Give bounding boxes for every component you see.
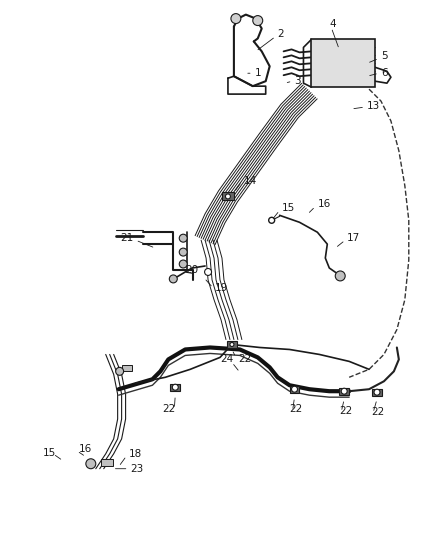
Circle shape	[341, 388, 347, 394]
Text: 17: 17	[347, 233, 360, 243]
Text: 22: 22	[162, 404, 176, 414]
Circle shape	[230, 343, 234, 346]
FancyBboxPatch shape	[222, 192, 234, 200]
Text: 22: 22	[290, 404, 303, 414]
Circle shape	[231, 14, 241, 23]
Circle shape	[205, 269, 212, 276]
Text: 22: 22	[238, 354, 251, 365]
Text: 22: 22	[371, 407, 384, 417]
Text: 6: 6	[381, 68, 388, 78]
Text: 18: 18	[129, 449, 142, 459]
Text: 15: 15	[43, 448, 57, 458]
Text: 24: 24	[220, 354, 233, 365]
Circle shape	[374, 389, 380, 395]
Text: 2: 2	[278, 29, 284, 39]
Circle shape	[179, 260, 187, 268]
Text: 4: 4	[329, 19, 336, 29]
Circle shape	[179, 234, 187, 242]
Text: 22: 22	[339, 406, 353, 416]
Circle shape	[292, 386, 297, 392]
Circle shape	[268, 217, 275, 223]
FancyBboxPatch shape	[311, 39, 375, 87]
FancyBboxPatch shape	[101, 459, 113, 466]
Circle shape	[253, 15, 263, 26]
Circle shape	[170, 275, 177, 283]
FancyBboxPatch shape	[170, 384, 180, 391]
FancyBboxPatch shape	[227, 341, 237, 348]
Text: 23: 23	[131, 464, 144, 474]
Text: 21: 21	[120, 233, 134, 243]
Circle shape	[226, 194, 230, 199]
Circle shape	[172, 384, 178, 390]
Text: 15: 15	[282, 204, 295, 213]
Circle shape	[335, 271, 345, 281]
Text: 5: 5	[381, 51, 388, 61]
Text: 19: 19	[215, 283, 228, 293]
Text: 20: 20	[185, 265, 198, 275]
Circle shape	[179, 248, 187, 256]
Text: 3: 3	[294, 76, 301, 86]
Circle shape	[86, 459, 96, 469]
Text: 16: 16	[79, 444, 92, 454]
FancyBboxPatch shape	[339, 387, 349, 394]
Text: 14: 14	[244, 175, 257, 185]
FancyBboxPatch shape	[290, 386, 300, 393]
Text: 16: 16	[318, 199, 331, 209]
Text: 1: 1	[255, 68, 261, 78]
FancyBboxPatch shape	[122, 365, 131, 372]
FancyBboxPatch shape	[372, 389, 382, 395]
Text: 13: 13	[367, 101, 380, 111]
Circle shape	[116, 367, 124, 375]
